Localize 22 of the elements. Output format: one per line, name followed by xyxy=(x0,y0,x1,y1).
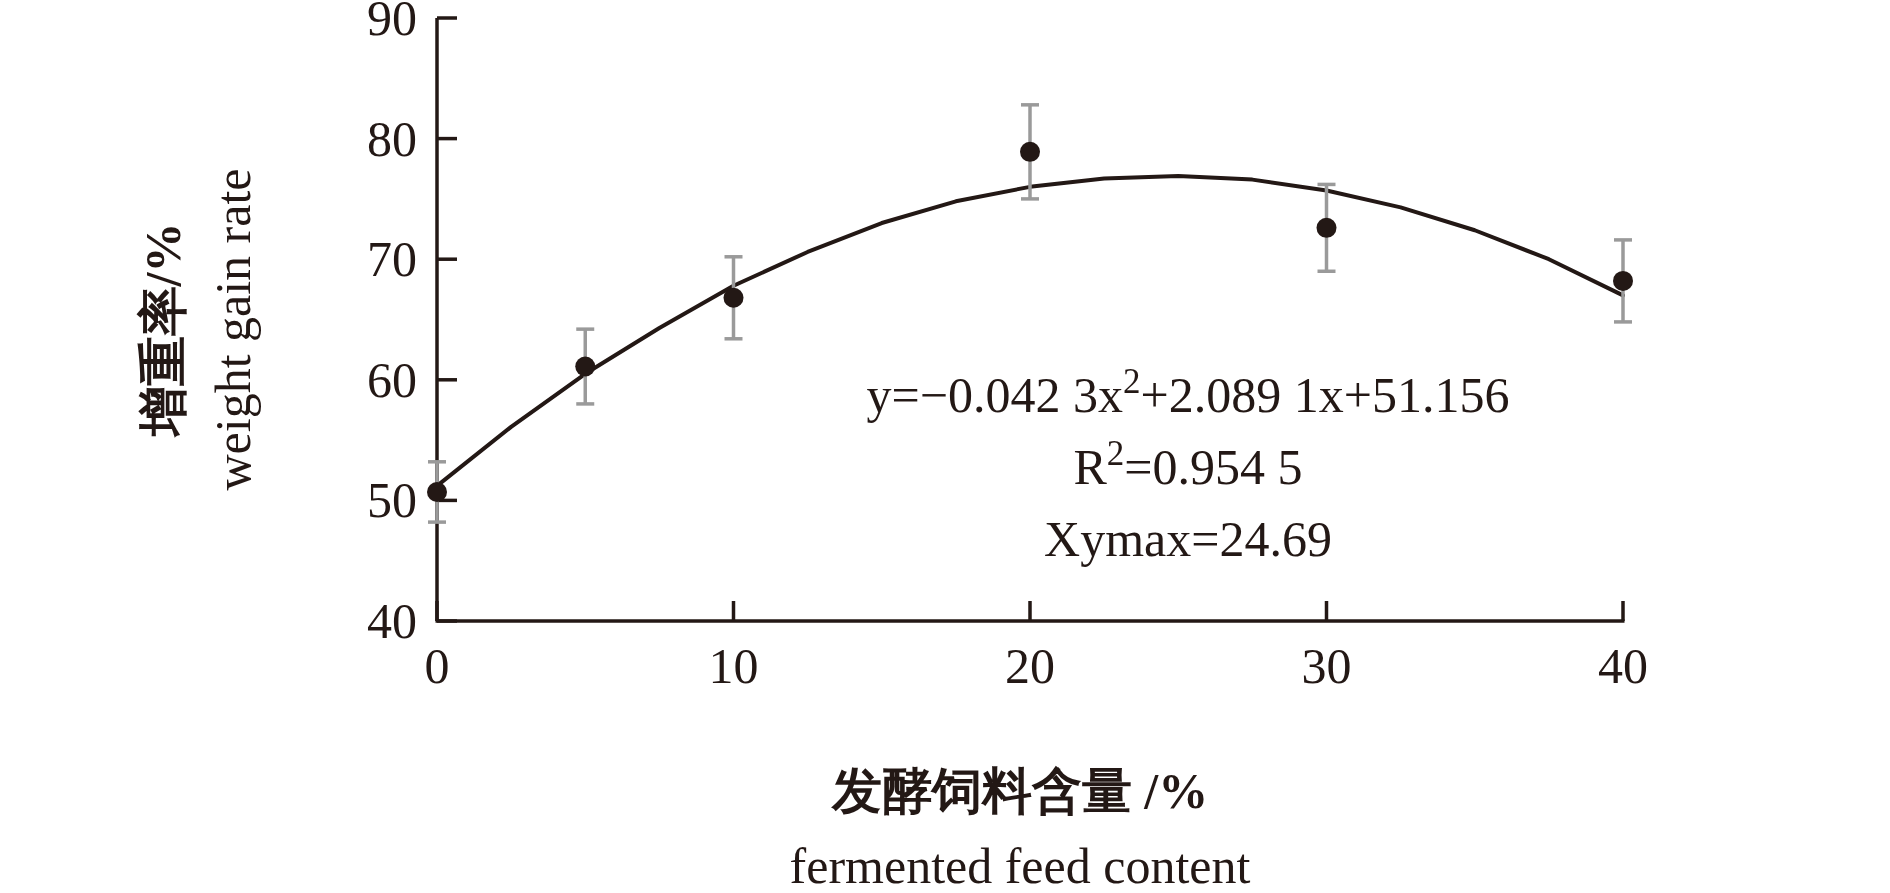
x-tick-label: 40 xyxy=(1598,638,1648,694)
point xyxy=(723,287,744,308)
annotation: Xymax=24.69 xyxy=(1044,511,1332,567)
y-tick-label: 80 xyxy=(367,110,417,167)
y-tick-label: 90 xyxy=(367,0,417,46)
x-tick-label: 30 xyxy=(1301,638,1352,694)
point xyxy=(1613,270,1633,291)
x-tick-label: 20 xyxy=(1005,638,1055,694)
point xyxy=(1316,217,1337,238)
y-tick-label: 50 xyxy=(367,472,417,529)
annotation: y=−0.042 3x$^{2}$+2.089 1x+51.156 xyxy=(866,361,1510,423)
point xyxy=(575,356,596,377)
x-axis-title: 发酵饲料含量 /% fermented feed content xyxy=(789,763,1251,893)
y-axis-title: 增重率/% weight gain rate xyxy=(135,168,261,491)
y-tick-label: 40 xyxy=(367,593,417,649)
x-tick-label: 0 xyxy=(424,638,450,694)
annotation: R$^{2}$=0.954 5 xyxy=(1073,433,1303,495)
x-tick-label: 10 xyxy=(708,638,759,694)
point xyxy=(1020,141,1040,162)
point xyxy=(427,481,447,502)
y-tick-label: 60 xyxy=(367,351,417,408)
y-tick-label: 70 xyxy=(367,231,417,288)
